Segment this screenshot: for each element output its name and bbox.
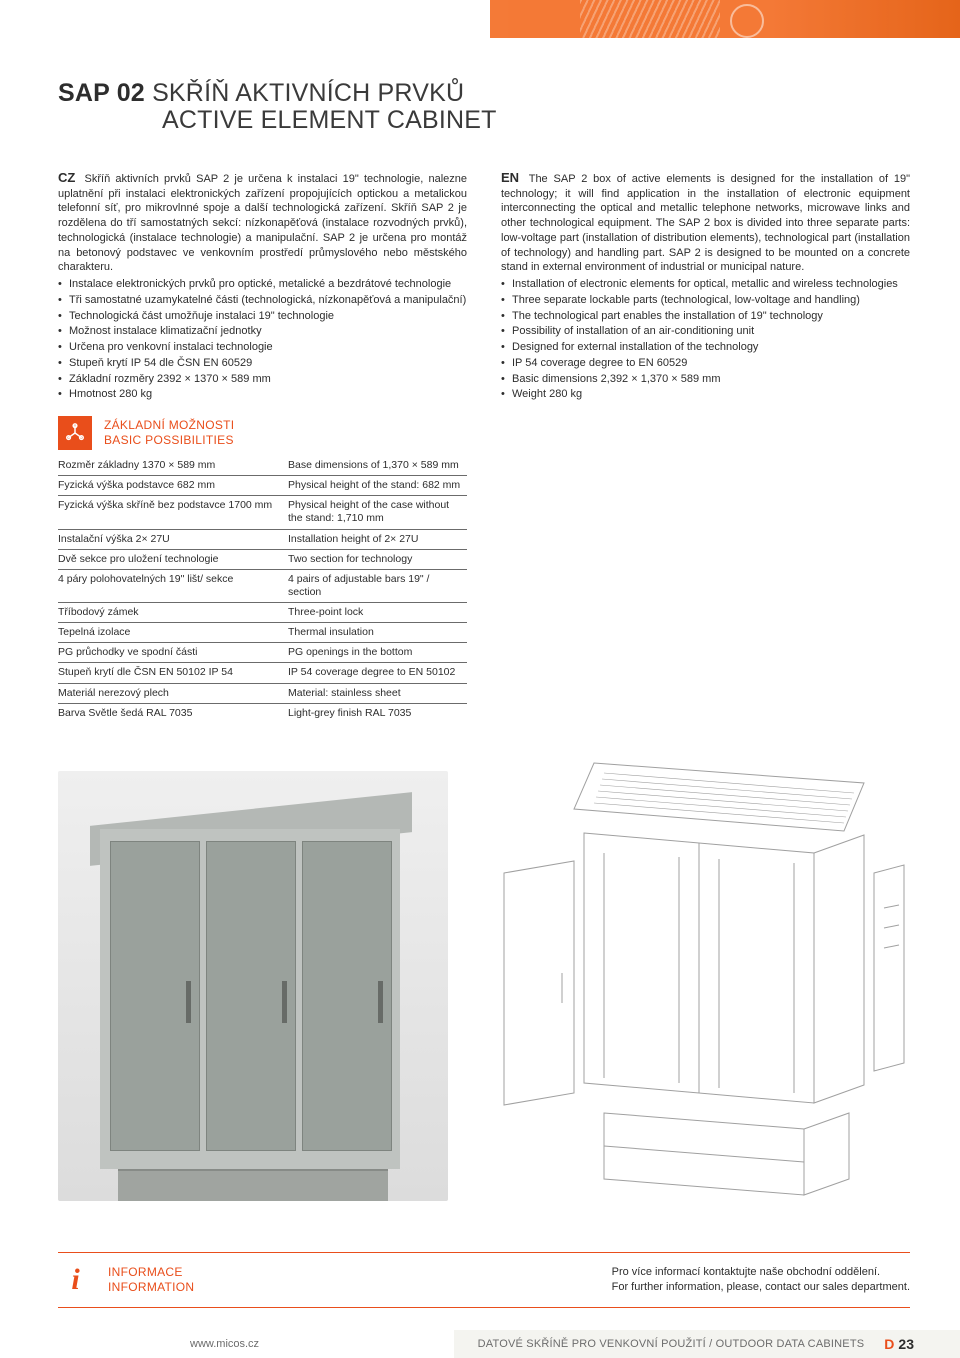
page-prefix: D <box>884 1336 894 1352</box>
column-cz: CZ Skříň aktivních prvků SAP 2 je určena… <box>58 169 467 723</box>
spec-en: Light-grey finish RAL 7035 <box>288 704 467 723</box>
spec-cz: Tepelná izolace <box>58 623 288 642</box>
page-title: SAP 02 SKŘÍŇ AKTIVNÍCH PRVKŮ <box>58 78 910 108</box>
title-cz: SKŘÍŇ AKTIVNÍCH PRVKŮ <box>152 79 464 107</box>
info-label-en: INFORMATION <box>108 1280 194 1295</box>
bullet-cz: Technologická část umožňuje instalaci 19… <box>58 309 467 324</box>
spec-cz: Stupeň krytí dle ČSN EN 50102 IP 54 <box>58 663 288 682</box>
bullet-cz: Základní rozměry 2392 × 1370 × 589 mm <box>58 372 467 387</box>
spec-table: Rozměr základny 1370 × 589 mmBase dimens… <box>58 456 467 723</box>
paragraph-cz-text: Skříň aktivních prvků SAP 2 je určena k … <box>58 173 467 273</box>
possibilities-icon <box>58 416 92 450</box>
bullet-en: Weight 280 kg <box>501 387 910 402</box>
spec-en: Physical height of the case without the … <box>288 496 467 528</box>
bullet-cz: Určena pro venkovní instalaci technologi… <box>58 340 467 355</box>
info-text-cz: Pro více informací kontaktujte naše obch… <box>612 1265 910 1280</box>
bullet-cz: Možnost instalace klimatizační jednotky <box>58 324 467 339</box>
bullet-cz: Stupeň krytí IP 54 dle ČSN EN 60529 <box>58 356 467 371</box>
spec-cz: PG průchodky ve spodní části <box>58 643 288 662</box>
spec-en: Two section for technology <box>288 550 467 569</box>
bullets-cz: Instalace elektronických prvků pro optic… <box>58 277 467 402</box>
product-code: SAP 02 <box>58 79 145 107</box>
spec-en: 4 pairs of adjustable bars 19" / section <box>288 570 467 602</box>
possibilities-label-cz: ZÁKLADNÍ MOŽNOSTI <box>104 418 234 433</box>
spec-cz: 4 páry polohovatelných 19" lišt/ sekce <box>58 570 288 602</box>
title-en: ACTIVE ELEMENT CABINET <box>162 106 910 135</box>
product-photo <box>58 771 448 1201</box>
spec-cz: Fyzická výška skříně bez podstavce 1700 … <box>58 496 288 528</box>
bullet-en: Three separate lockable parts (technolog… <box>501 293 910 308</box>
illustration-area <box>58 743 910 1213</box>
info-icon: i <box>54 1263 98 1297</box>
bullet-en: Possibility of installation of an air-co… <box>501 324 910 339</box>
bullet-en: IP 54 coverage degree to EN 60529 <box>501 356 910 371</box>
footer-url: www.micos.cz <box>190 1338 259 1350</box>
bullets-en: Installation of electronic elements for … <box>501 277 910 402</box>
spec-en: Installation height of 2× 27U <box>288 530 467 549</box>
spec-en: Physical height of the stand: 682 mm <box>288 476 467 495</box>
bullet-en: The technological part enables the insta… <box>501 309 910 324</box>
bullet-cz: Instalace elektronických prvků pro optic… <box>58 277 467 292</box>
header-ornament <box>490 0 960 38</box>
bullet-cz: Tři samostatné uzamykatelné části (techn… <box>58 293 467 308</box>
footer-category: DATOVÉ SKŘÍNĚ PRO VENKOVNÍ POUŽITÍ / OUT… <box>478 1338 865 1350</box>
possibilities-heading: ZÁKLADNÍ MOŽNOSTI BASIC POSSIBILITIES <box>58 416 467 450</box>
paragraph-en: EN The SAP 2 box of active elements is d… <box>501 169 910 275</box>
lang-badge-en: EN <box>501 170 519 185</box>
spec-cz: Fyzická výška podstavce 682 mm <box>58 476 288 495</box>
spec-en: Material: stainless sheet <box>288 684 467 703</box>
spec-cz: Barva Světle šedá RAL 7035 <box>58 704 288 723</box>
info-strip: i INFORMACE INFORMATION Pro více informa… <box>58 1252 910 1308</box>
spec-en: IP 54 coverage degree to EN 50102 <box>288 663 467 682</box>
possibilities-label-en: BASIC POSSIBILITIES <box>104 433 234 448</box>
column-en: EN The SAP 2 box of active elements is d… <box>501 169 910 723</box>
spec-cz: Rozměr základny 1370 × 589 mm <box>58 456 288 475</box>
bullet-cz: Hmotnost 280 kg <box>58 387 467 402</box>
bullet-en: Basic dimensions 2,392 × 1,370 × 589 mm <box>501 372 910 387</box>
page-number: 23 <box>898 1336 914 1352</box>
spec-en: Three-point lock <box>288 603 467 622</box>
bullet-en: Installation of electronic elements for … <box>501 277 910 292</box>
spec-en: PG openings in the bottom <box>288 643 467 662</box>
paragraph-cz: CZ Skříň aktivních prvků SAP 2 je určena… <box>58 169 467 275</box>
info-text-en: For further information, please, contact… <box>612 1280 910 1295</box>
spec-cz: Dvě sekce pro uložení technologie <box>58 550 288 569</box>
spec-cz: Tříbodový zámek <box>58 603 288 622</box>
bullet-en: Designed for external installation of th… <box>501 340 910 355</box>
product-lineart <box>454 743 914 1213</box>
info-label-cz: INFORMACE <box>108 1265 194 1280</box>
paragraph-en-text: The SAP 2 box of active elements is desi… <box>501 173 910 273</box>
lang-badge-cz: CZ <box>58 170 75 185</box>
footer-bar: www.micos.cz DATOVÉ SKŘÍNĚ PRO VENKOVNÍ … <box>0 1330 960 1358</box>
spec-en: Base dimensions of 1,370 × 589 mm <box>288 456 467 475</box>
spec-cz: Materiál nerezový plech <box>58 684 288 703</box>
spec-en: Thermal insulation <box>288 623 467 642</box>
spec-cz: Instalační výška 2× 27U <box>58 530 288 549</box>
